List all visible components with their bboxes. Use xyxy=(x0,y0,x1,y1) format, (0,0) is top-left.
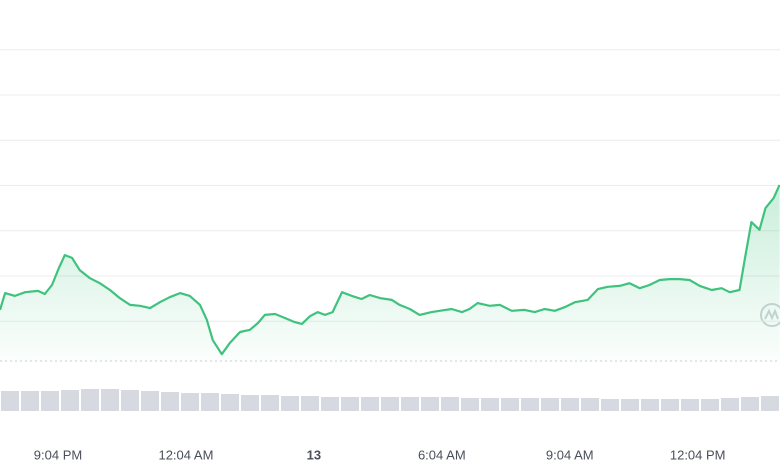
volume-bar xyxy=(301,396,319,411)
volume-bar xyxy=(41,391,59,411)
volume-bar xyxy=(241,395,259,411)
volume-bar xyxy=(521,398,539,411)
volume-bar xyxy=(481,398,499,411)
volume-bar xyxy=(1,391,19,411)
volume-bar xyxy=(581,398,599,411)
volume-bar xyxy=(641,399,659,411)
x-tick-label: 12:04 AM xyxy=(158,447,213,462)
volume-bar xyxy=(761,396,779,411)
volume-bar xyxy=(221,394,239,411)
volume-bar xyxy=(561,398,579,411)
volume-bar xyxy=(61,390,79,411)
volume-bar xyxy=(141,391,159,411)
volume-bar xyxy=(341,397,359,411)
volume-bar xyxy=(441,397,459,411)
volume-bar xyxy=(381,397,399,411)
x-tick-label: 6:04 AM xyxy=(418,447,466,462)
volume-bar xyxy=(541,398,559,411)
volume-bar xyxy=(701,399,719,411)
volume-bar xyxy=(461,398,479,411)
volume-bar xyxy=(161,392,179,411)
volume-bar xyxy=(281,396,299,411)
price-line xyxy=(0,184,780,356)
volume-bar xyxy=(621,399,639,411)
volume-bar xyxy=(601,399,619,411)
x-tick-label: 13 xyxy=(307,447,321,462)
line-area xyxy=(0,185,780,361)
x-tick-label: 12:04 PM xyxy=(670,447,726,462)
volume-bar xyxy=(261,395,279,411)
volume-bar xyxy=(681,399,699,411)
volume-bar xyxy=(741,397,759,411)
volume-bar xyxy=(101,389,119,411)
volume-bar xyxy=(421,397,439,411)
volume-bar xyxy=(321,397,339,411)
x-tick-label: 9:04 PM xyxy=(34,447,82,462)
volume-bar xyxy=(201,393,219,411)
volume-bar xyxy=(501,398,519,411)
x-tick-label: 9:04 AM xyxy=(546,447,594,462)
volume-bar xyxy=(21,391,39,411)
volume-bar xyxy=(361,397,379,411)
volume-bar xyxy=(401,397,419,411)
volume-bar xyxy=(721,398,739,411)
volume-bar xyxy=(181,393,199,411)
volume-bar xyxy=(121,390,139,411)
volume-bar xyxy=(661,399,679,411)
volume-bar xyxy=(81,389,99,411)
